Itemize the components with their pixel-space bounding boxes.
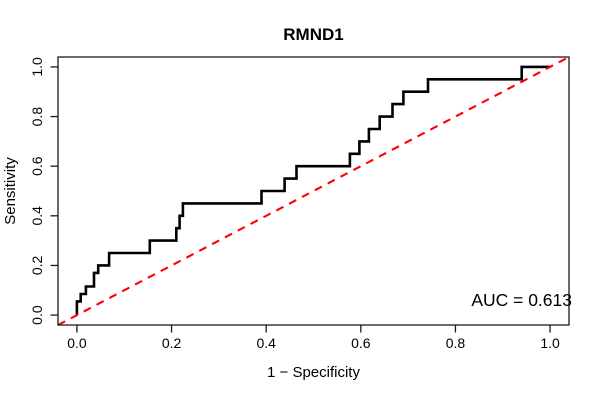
auc-annotation: AUC = 0.613	[471, 290, 572, 310]
x-tick-label: 0.6	[351, 335, 371, 351]
roc-curve	[75, 65, 551, 316]
plot-box	[57, 56, 570, 326]
y-tick-label: 0.4	[29, 206, 45, 226]
plot-area: 0.0 0.2 0.4 0.6 0.8 1.0 0.0 0.2 0.4 0.6 0.8 1.0	[29, 56, 570, 351]
x-axis-label: 1 − Specificity	[267, 364, 360, 381]
y-tick-label: 0.2	[29, 255, 45, 275]
y-tick-label: 1.0	[29, 57, 45, 77]
chart-title: RMND1	[283, 25, 343, 44]
chance-diagonal	[57, 56, 570, 326]
x-tick-label: 0.0	[67, 335, 87, 351]
x-tick-label: 0.2	[162, 335, 182, 351]
y-tick-label: 0.6	[29, 156, 45, 176]
x-tick-label: 1.0	[540, 335, 560, 351]
x-tick-label: 0.4	[256, 335, 276, 351]
y-tick-label: 0.0	[29, 305, 45, 325]
x-tick-label: 0.8	[446, 335, 466, 351]
y-axis-label: Sensitivity	[2, 157, 19, 225]
y-tick-label: 0.8	[29, 107, 45, 127]
